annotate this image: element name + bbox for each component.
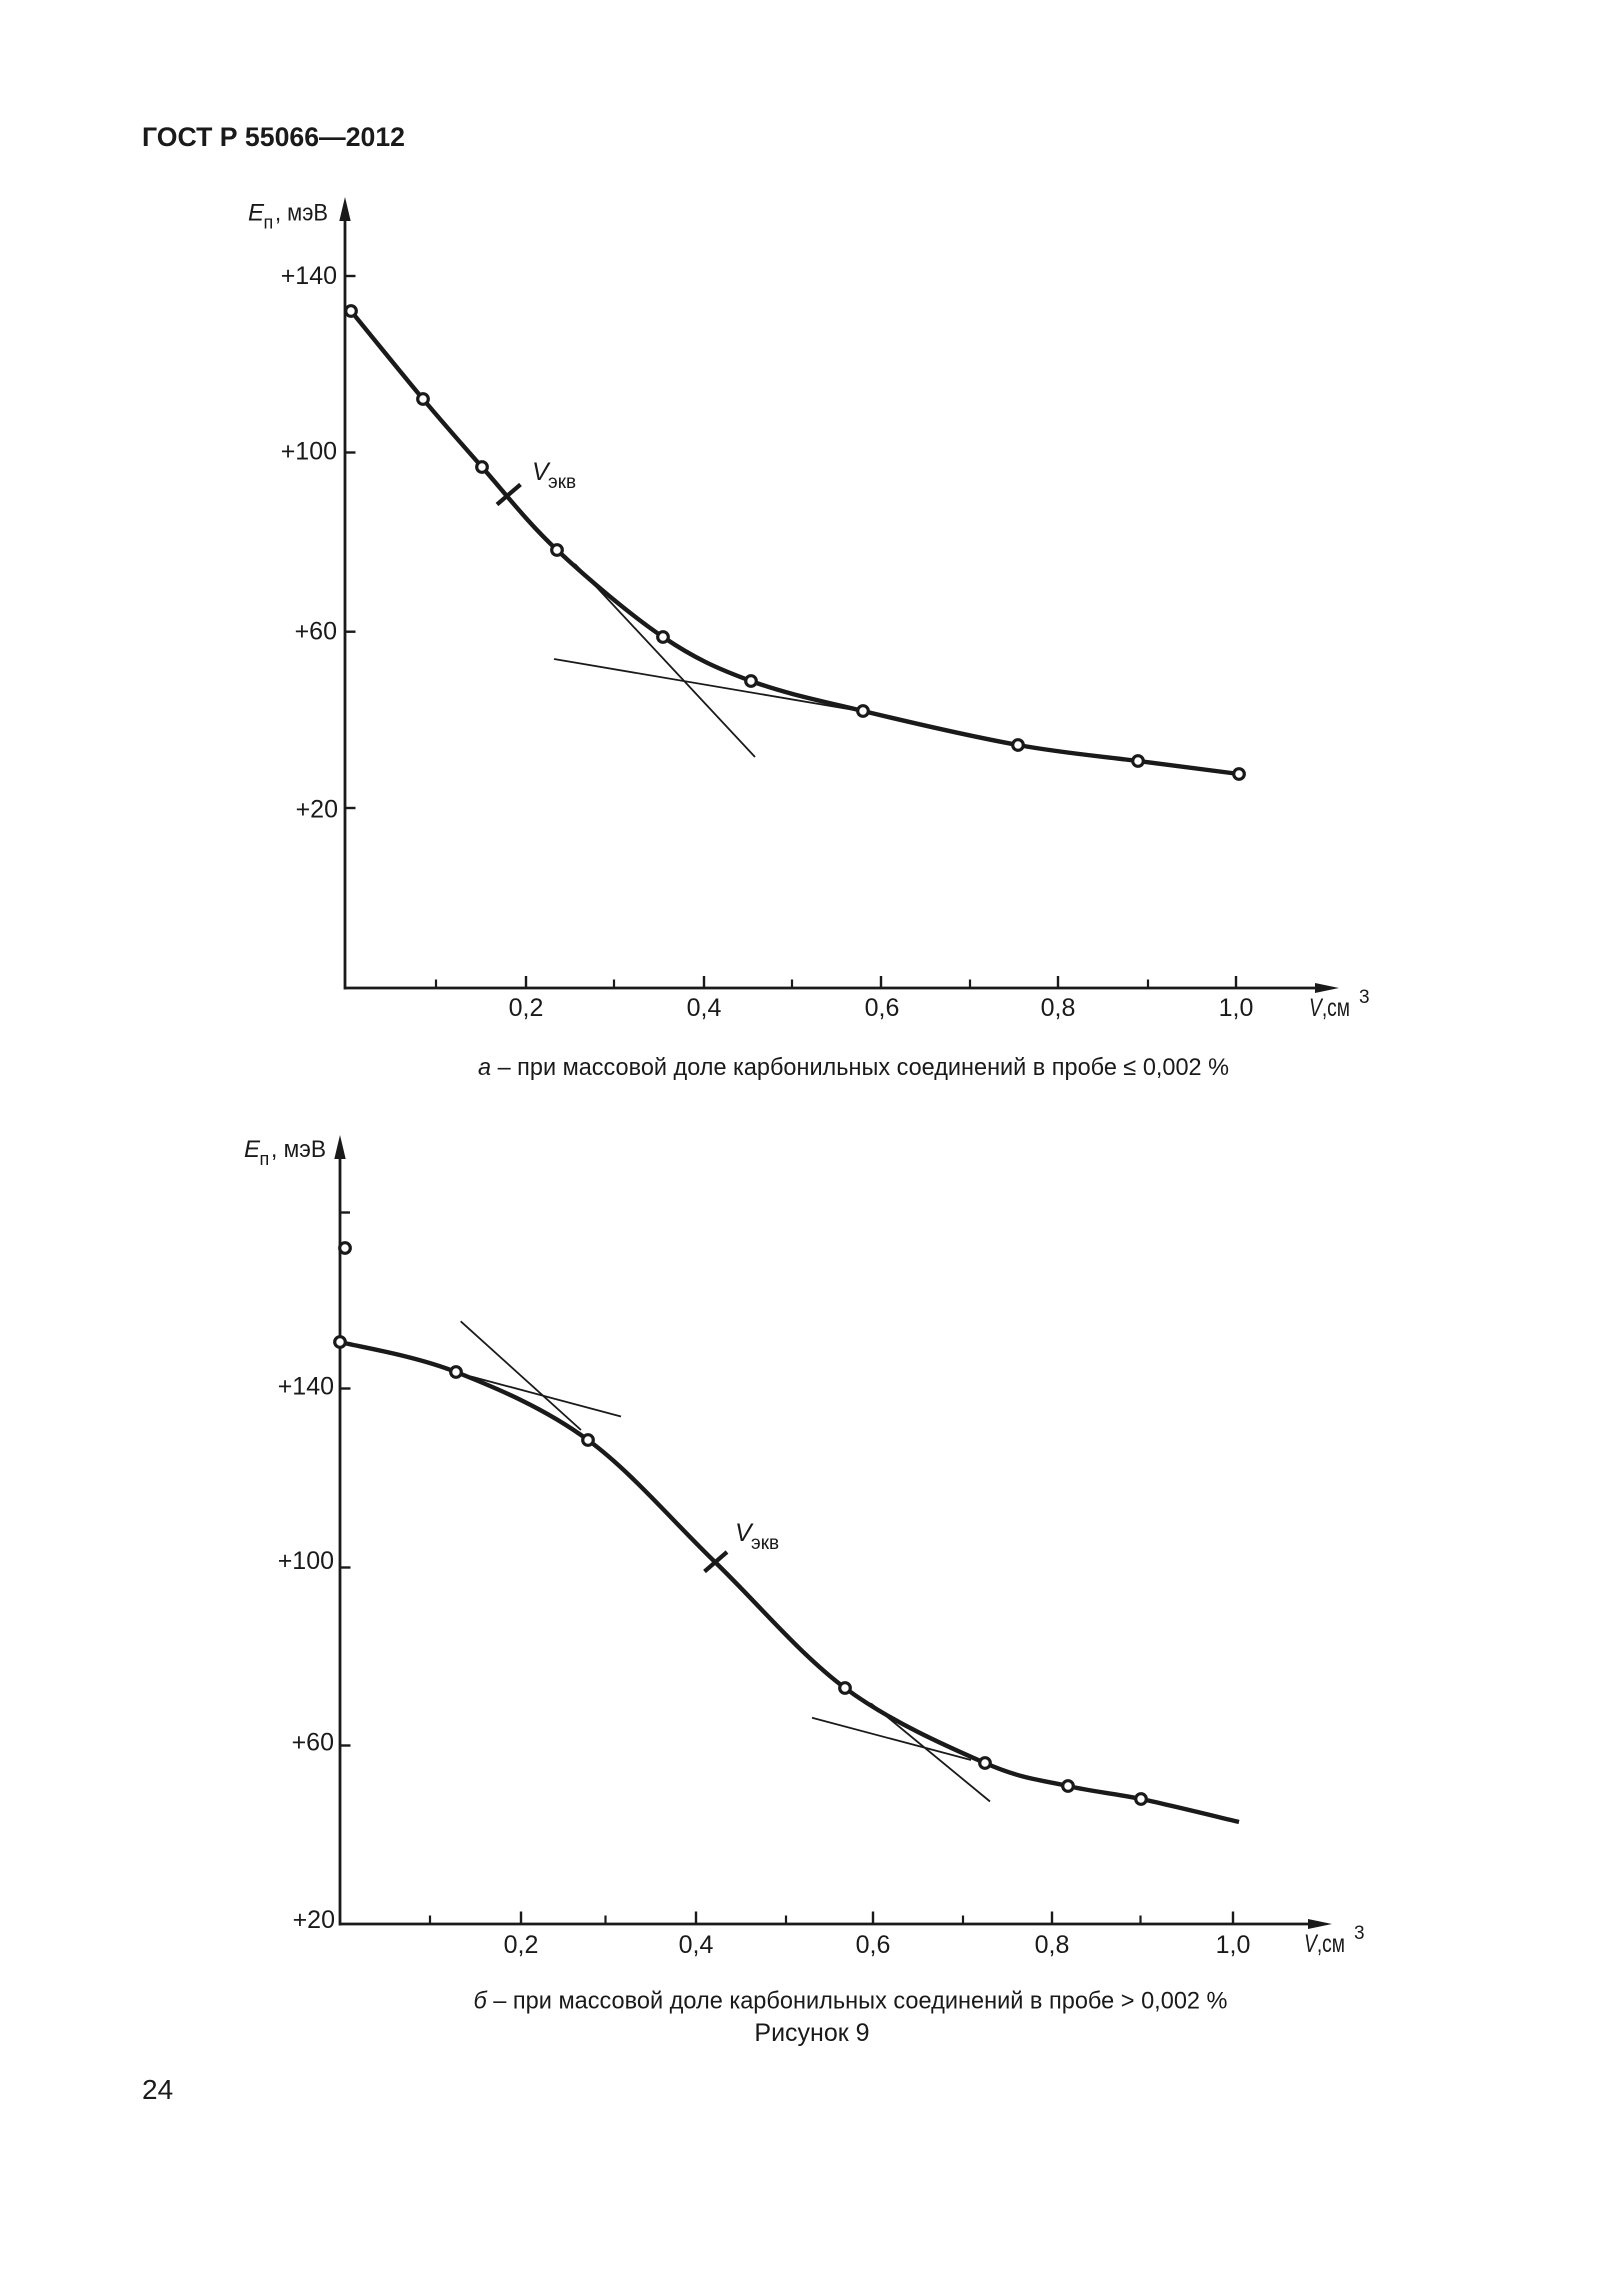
svg-text:п: п xyxy=(264,212,274,232)
svg-text:Рисунок 9: Рисунок 9 xyxy=(754,2019,869,2047)
svg-text:1,0: 1,0 xyxy=(1216,1931,1251,1959)
svg-text:0,4: 0,4 xyxy=(687,994,722,1022)
svg-text:ГОСТ Р 55066—2012: ГОСТ Р 55066—2012 xyxy=(142,122,405,152)
svg-text:V,см: V,см xyxy=(1309,994,1350,1022)
svg-text:+100: +100 xyxy=(281,438,337,466)
svg-text:0,8: 0,8 xyxy=(1041,994,1076,1022)
svg-text:б – при массовой доле карбонил: б – при массовой доле карбонильных соеди… xyxy=(474,1988,1228,2015)
svg-text:0,8: 0,8 xyxy=(1035,1931,1070,1959)
svg-text:+60: +60 xyxy=(292,1729,334,1757)
svg-text:24: 24 xyxy=(142,2074,173,2105)
svg-text:а – при массовой доле карбонил: а – при массовой доле карбонильных соеди… xyxy=(478,1054,1229,1081)
svg-text:+140: +140 xyxy=(281,262,337,290)
svg-text:+140: +140 xyxy=(278,1373,334,1401)
svg-text:V: V xyxy=(735,1519,754,1547)
svg-text:экв: экв xyxy=(751,1533,779,1554)
svg-text:экв: экв xyxy=(548,472,576,493)
svg-text:+100: +100 xyxy=(278,1547,334,1575)
svg-text:0,2: 0,2 xyxy=(509,994,544,1022)
svg-text:+20: +20 xyxy=(296,796,338,824)
svg-text:, мэВ: , мэВ xyxy=(271,1136,326,1163)
svg-text:+60: +60 xyxy=(295,618,337,646)
svg-text:0,2: 0,2 xyxy=(504,1931,539,1959)
svg-text:0,6: 0,6 xyxy=(856,1931,891,1959)
svg-text:1,0: 1,0 xyxy=(1219,994,1254,1022)
svg-text:0,4: 0,4 xyxy=(679,1931,714,1959)
svg-text:V: V xyxy=(532,458,551,486)
svg-text:0,6: 0,6 xyxy=(865,994,900,1022)
svg-text:п: п xyxy=(260,1149,270,1169)
svg-text:E: E xyxy=(248,200,265,227)
svg-text:3: 3 xyxy=(1359,987,1370,1008)
svg-text:+20: +20 xyxy=(293,1906,335,1934)
svg-text:V,см: V,см xyxy=(1304,1930,1345,1958)
svg-text:, мэВ: , мэВ xyxy=(275,200,328,227)
svg-text:3: 3 xyxy=(1354,1923,1365,1944)
svg-text:E: E xyxy=(244,1136,261,1163)
